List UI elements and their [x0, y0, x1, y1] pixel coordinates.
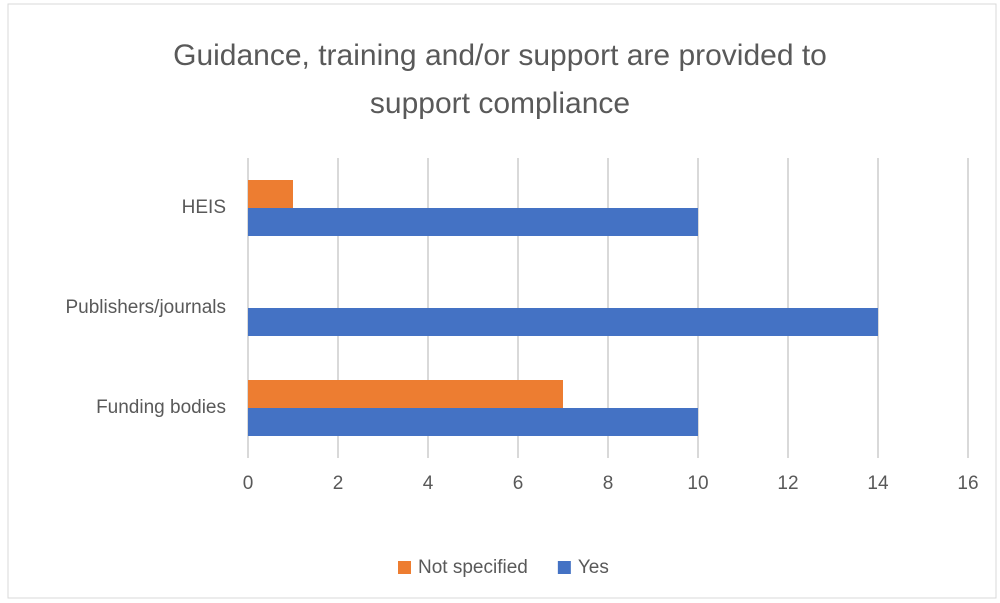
x-tick-label: 10 [687, 473, 708, 494]
y-tick-label: Publishers/journals [65, 297, 226, 318]
bar [248, 308, 878, 336]
legend-swatch [557, 561, 571, 574]
x-tick-label: 12 [777, 473, 798, 494]
x-tick-label: 0 [243, 473, 254, 494]
x-tick-label: 2 [333, 473, 344, 494]
chart-border [7, 3, 997, 599]
bar [248, 380, 563, 408]
legend-swatch [398, 561, 411, 574]
x-tick-label: 8 [603, 473, 614, 494]
legend-label: Yes [578, 557, 609, 578]
x-tick-label: 16 [957, 473, 978, 494]
legend-label: Not specified [418, 557, 528, 578]
bar [248, 208, 698, 236]
chart-title: Guidance, training and/or support are pr… [173, 39, 827, 120]
y-tick-label: HEIS [182, 197, 226, 218]
x-tick-label: 14 [867, 473, 889, 494]
bar [248, 180, 293, 208]
x-tick-label: 6 [513, 473, 524, 494]
bar [248, 408, 698, 436]
y-tick-label: Funding bodies [96, 397, 226, 418]
x-tick-label: 4 [423, 473, 434, 494]
